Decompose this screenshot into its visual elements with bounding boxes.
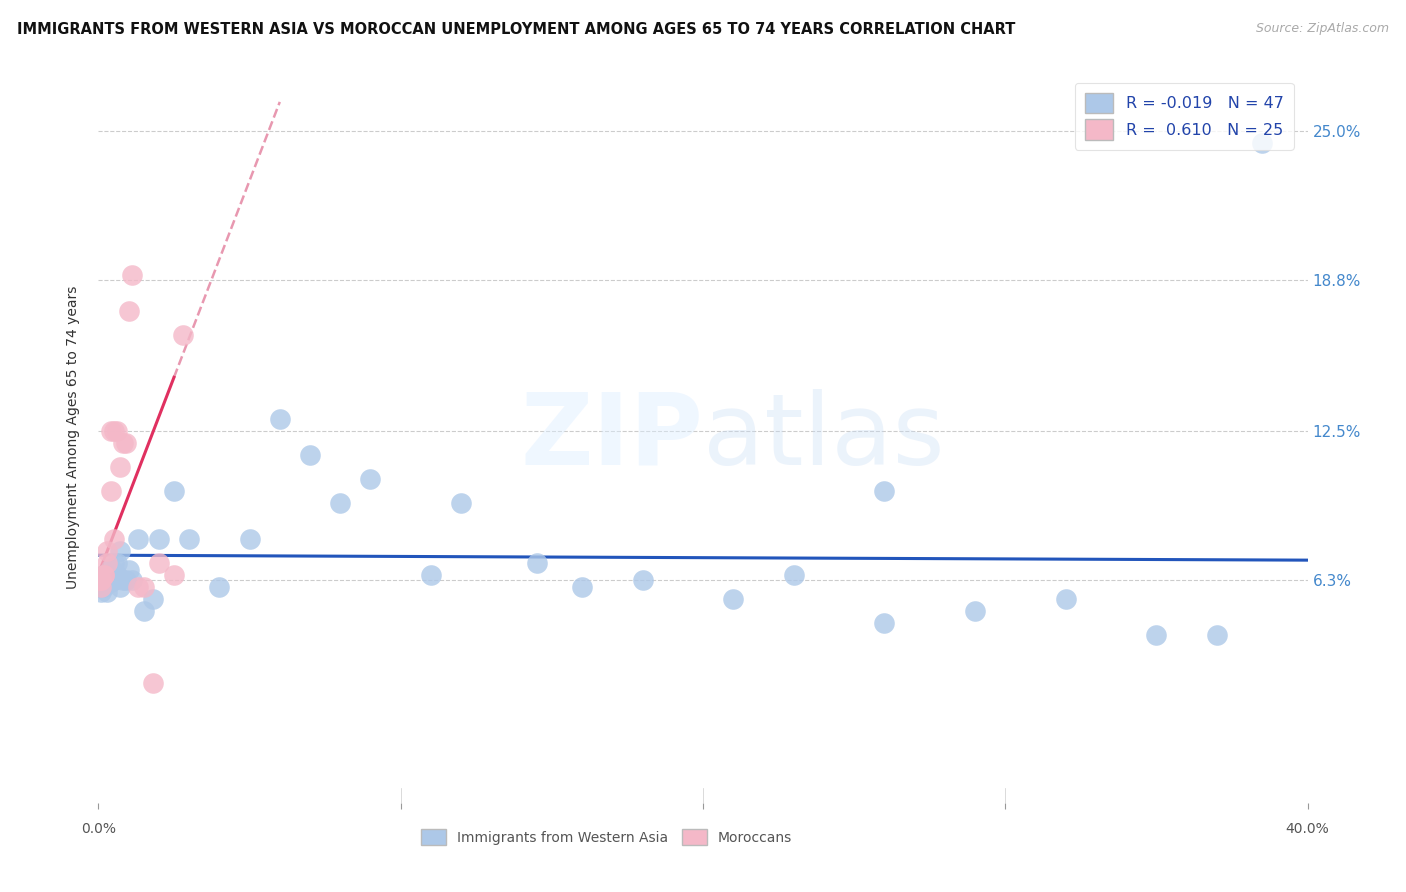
Point bbox=[360, 472, 382, 486]
Point bbox=[329, 496, 352, 510]
Point bbox=[90, 573, 112, 587]
Point bbox=[239, 532, 262, 546]
Text: IMMIGRANTS FROM WESTERN ASIA VS MOROCCAN UNEMPLOYMENT AMONG AGES 65 TO 74 YEARS : IMMIGRANTS FROM WESTERN ASIA VS MOROCCAN… bbox=[17, 22, 1015, 37]
Point bbox=[91, 568, 114, 582]
Point bbox=[108, 580, 131, 594]
Point bbox=[96, 573, 118, 587]
Point bbox=[103, 424, 125, 438]
Point bbox=[103, 556, 125, 570]
Point bbox=[132, 580, 155, 594]
Point bbox=[96, 556, 118, 570]
Point bbox=[127, 532, 149, 546]
Point bbox=[121, 268, 143, 283]
Point bbox=[100, 561, 122, 575]
Point bbox=[148, 532, 170, 546]
Point bbox=[89, 573, 111, 587]
Point bbox=[163, 483, 186, 498]
Point bbox=[89, 573, 111, 587]
Y-axis label: Unemployment Among Ages 65 to 74 years: Unemployment Among Ages 65 to 74 years bbox=[66, 285, 80, 589]
Point bbox=[111, 573, 134, 587]
Point bbox=[118, 563, 141, 577]
Point bbox=[1251, 136, 1274, 151]
Text: 0.0%: 0.0% bbox=[82, 822, 115, 836]
Point bbox=[142, 591, 165, 606]
Point bbox=[105, 556, 128, 570]
Point bbox=[208, 580, 231, 594]
Point bbox=[103, 573, 125, 587]
Point bbox=[1054, 591, 1077, 606]
Point bbox=[90, 573, 112, 587]
Point bbox=[90, 584, 112, 599]
Point bbox=[1206, 628, 1229, 642]
Text: Source: ZipAtlas.com: Source: ZipAtlas.com bbox=[1256, 22, 1389, 36]
Point bbox=[93, 568, 115, 582]
Point bbox=[1144, 628, 1167, 642]
Point bbox=[873, 483, 896, 498]
Text: ZIP: ZIP bbox=[520, 389, 703, 485]
Point bbox=[89, 580, 111, 594]
Point bbox=[96, 573, 118, 587]
Point bbox=[783, 568, 806, 582]
Point bbox=[142, 676, 165, 690]
Point bbox=[90, 573, 112, 587]
Point bbox=[103, 532, 125, 546]
Point bbox=[108, 544, 131, 558]
Point bbox=[93, 568, 115, 582]
Text: 40.0%: 40.0% bbox=[1285, 822, 1330, 836]
Point bbox=[118, 304, 141, 318]
Point bbox=[114, 573, 136, 587]
Point bbox=[100, 424, 122, 438]
Point bbox=[965, 604, 987, 618]
Point bbox=[100, 575, 122, 590]
Point bbox=[526, 556, 548, 570]
Point bbox=[127, 580, 149, 594]
Point bbox=[105, 568, 128, 582]
Point bbox=[172, 328, 194, 343]
Point bbox=[299, 448, 322, 462]
Text: atlas: atlas bbox=[703, 389, 945, 485]
Point bbox=[269, 412, 291, 426]
Point bbox=[90, 580, 112, 594]
Point bbox=[96, 584, 118, 599]
Point bbox=[132, 604, 155, 618]
Legend: Immigrants from Western Asia, Moroccans: Immigrants from Western Asia, Moroccans bbox=[415, 823, 797, 851]
Point bbox=[108, 460, 131, 475]
Point bbox=[723, 591, 745, 606]
Point bbox=[420, 568, 443, 582]
Point bbox=[96, 544, 118, 558]
Point bbox=[631, 573, 654, 587]
Point bbox=[571, 580, 593, 594]
Point bbox=[179, 532, 201, 546]
Point bbox=[111, 436, 134, 450]
Point bbox=[121, 573, 143, 587]
Point bbox=[450, 496, 472, 510]
Point bbox=[148, 556, 170, 570]
Point bbox=[105, 424, 128, 438]
Point bbox=[163, 568, 186, 582]
Point bbox=[873, 615, 896, 630]
Point bbox=[114, 436, 136, 450]
Point bbox=[93, 568, 115, 582]
Point bbox=[93, 580, 115, 594]
Point bbox=[100, 483, 122, 498]
